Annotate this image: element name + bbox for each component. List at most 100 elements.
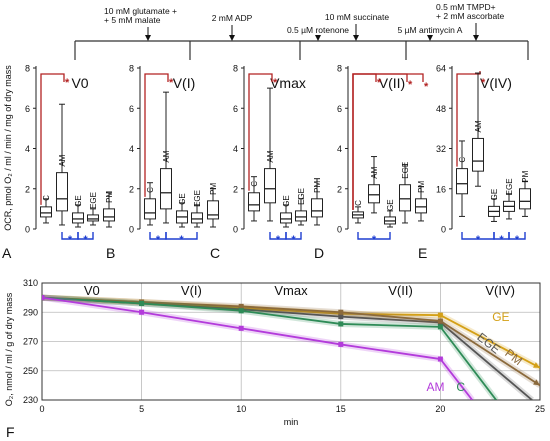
box-plot-panels: OCR, pmol O₂ / ml / min / mg of dry mass… (2, 64, 531, 262)
series-point-am (139, 309, 145, 315)
box-rect (295, 210, 307, 222)
significance-star-red: * (65, 77, 70, 89)
panel-y-tick-label: 32 (436, 144, 446, 154)
panel-letter: C (210, 245, 220, 261)
box-category-label: PM (209, 182, 218, 194)
panel-y-tick-label: 64 (436, 64, 446, 74)
treatment-arrowhead-1 (229, 35, 235, 41)
box-am: AM (264, 87, 276, 222)
significance-bracket-red (352, 73, 424, 210)
x-tick-label: 25 (535, 404, 545, 414)
significance-bracket-red (40, 73, 65, 205)
treatment-label-4: 5 µM antimycin A (398, 25, 463, 35)
series-line-c (42, 296, 497, 400)
series-point-c (437, 324, 443, 330)
phase-label: V(II) (388, 283, 413, 298)
x-tick-label: 15 (336, 404, 346, 414)
box-category-label: AM (162, 150, 171, 162)
treatment-label-5: 0.5 mM TMPD+ + 2 mM ascorbate (436, 2, 505, 21)
treatment-timeline: 10 mM glutamate + + 5 mM malate 2 mM ADP 0.… (74, 2, 529, 60)
box-ylabel: OCR, pmol O₂ / ml / min / mg of dry mass (3, 65, 13, 231)
box-c: C (456, 140, 468, 217)
box-category-label: C (458, 157, 467, 163)
series-arrowhead-pm (533, 379, 540, 386)
box-ege: EGE (295, 188, 307, 226)
panel-y-tick-label: 4 (233, 144, 238, 154)
box-rect (280, 212, 292, 224)
x-tick-label: 5 (139, 404, 144, 414)
panel-title: V(IV) (480, 75, 512, 91)
significance-star-blue: * (291, 234, 296, 246)
box-category-label: EGE (193, 190, 202, 207)
box-category-label: PM (313, 180, 322, 192)
treatment-arrowhead-0 (145, 35, 151, 41)
panel-y-tick-label: 48 (436, 104, 446, 114)
box-rect (191, 212, 203, 224)
box-category-label: EGE (401, 162, 410, 179)
panel-y-tick-label: 2 (129, 184, 134, 194)
box-rect (264, 168, 276, 204)
series-point-pm (238, 303, 244, 309)
series-line-am (42, 296, 473, 400)
treatment-label-2: 0.5 µM rotenone (287, 25, 349, 35)
box-category-label: C (354, 200, 363, 206)
series-point-c (238, 308, 244, 314)
significance-bracket-red (248, 73, 273, 191)
box-panel-e: 0 16 32 48 64 V(IV) E * * * * C AM GE EGE PM (418, 64, 531, 261)
series-arrowhead-ge (533, 362, 540, 368)
significance-star-red: * (481, 77, 486, 89)
panel-y-tick-label: 4 (25, 144, 30, 154)
x-axis-label: min (284, 417, 299, 427)
y-axis-label: O₂, nmol / ml / g of dry mass (4, 292, 14, 406)
box-c: C (144, 182, 156, 226)
box-rect (456, 168, 468, 195)
treatment-label-1: 2 mM ADP (212, 13, 253, 23)
significance-bracket-red (456, 71, 481, 167)
x-tick-label: 20 (435, 404, 445, 414)
box-category-label: AM (370, 166, 379, 178)
box-ege: EGE (399, 162, 411, 224)
panel-y-tick-label: 4 (129, 144, 134, 154)
x-tick-label: 10 (236, 404, 246, 414)
box-rect (40, 206, 52, 218)
box-panel-d: 0 2 4 6 8 V(II) D * * * * C AM GE EGE PM (314, 64, 429, 262)
significance-star-blue: * (179, 234, 184, 246)
panel-y-tick-label: 2 (233, 184, 238, 194)
y-tick-label: 230 (23, 395, 38, 405)
box-category-label: EGE (89, 192, 98, 209)
series-point-ege (338, 314, 344, 320)
box-category-label: AM (474, 120, 483, 132)
panel-y-tick-label: 4 (337, 144, 342, 154)
box-rect (144, 198, 156, 220)
box-ege: EGE (87, 192, 99, 226)
box-pm: PM (415, 180, 427, 222)
series-point-am (238, 325, 244, 331)
series-point-ge (437, 312, 443, 318)
box-rect (103, 208, 115, 222)
box-am: AM (160, 91, 172, 224)
box-rect (160, 168, 172, 210)
box-category-label: EGE (297, 188, 306, 205)
box-rect (207, 200, 219, 220)
series-label-am: AM (426, 380, 444, 394)
panel-letter: D (314, 245, 324, 261)
box-am: AM (56, 103, 68, 226)
box-rect (72, 212, 84, 224)
box-panel-b: 0 2 4 6 8 V(I) B * * * C AM GE EGE PM (106, 64, 219, 261)
y-tick-label: 250 (23, 366, 38, 376)
significance-bracket-blue (508, 232, 526, 240)
box-rect (519, 188, 531, 210)
panel-letter: A (2, 245, 12, 261)
box-rect (472, 137, 484, 172)
panel-title: V0 (71, 75, 88, 91)
series-point-c (139, 300, 145, 306)
box-category-label: GE (490, 189, 499, 201)
series-point-pm (338, 309, 344, 315)
oxygen-line-chart: 0 5 10 15 20 25 230 250 270 290 310 min O₂, nmol / m… (4, 278, 545, 440)
box-panel-a: 0 2 4 6 8 V0 A * * * C AM GE EGE PM (2, 64, 115, 261)
significance-star-red: * (273, 77, 278, 89)
panel-letter: E (418, 245, 427, 261)
box-c: C (352, 200, 364, 224)
box-rect (56, 172, 68, 212)
